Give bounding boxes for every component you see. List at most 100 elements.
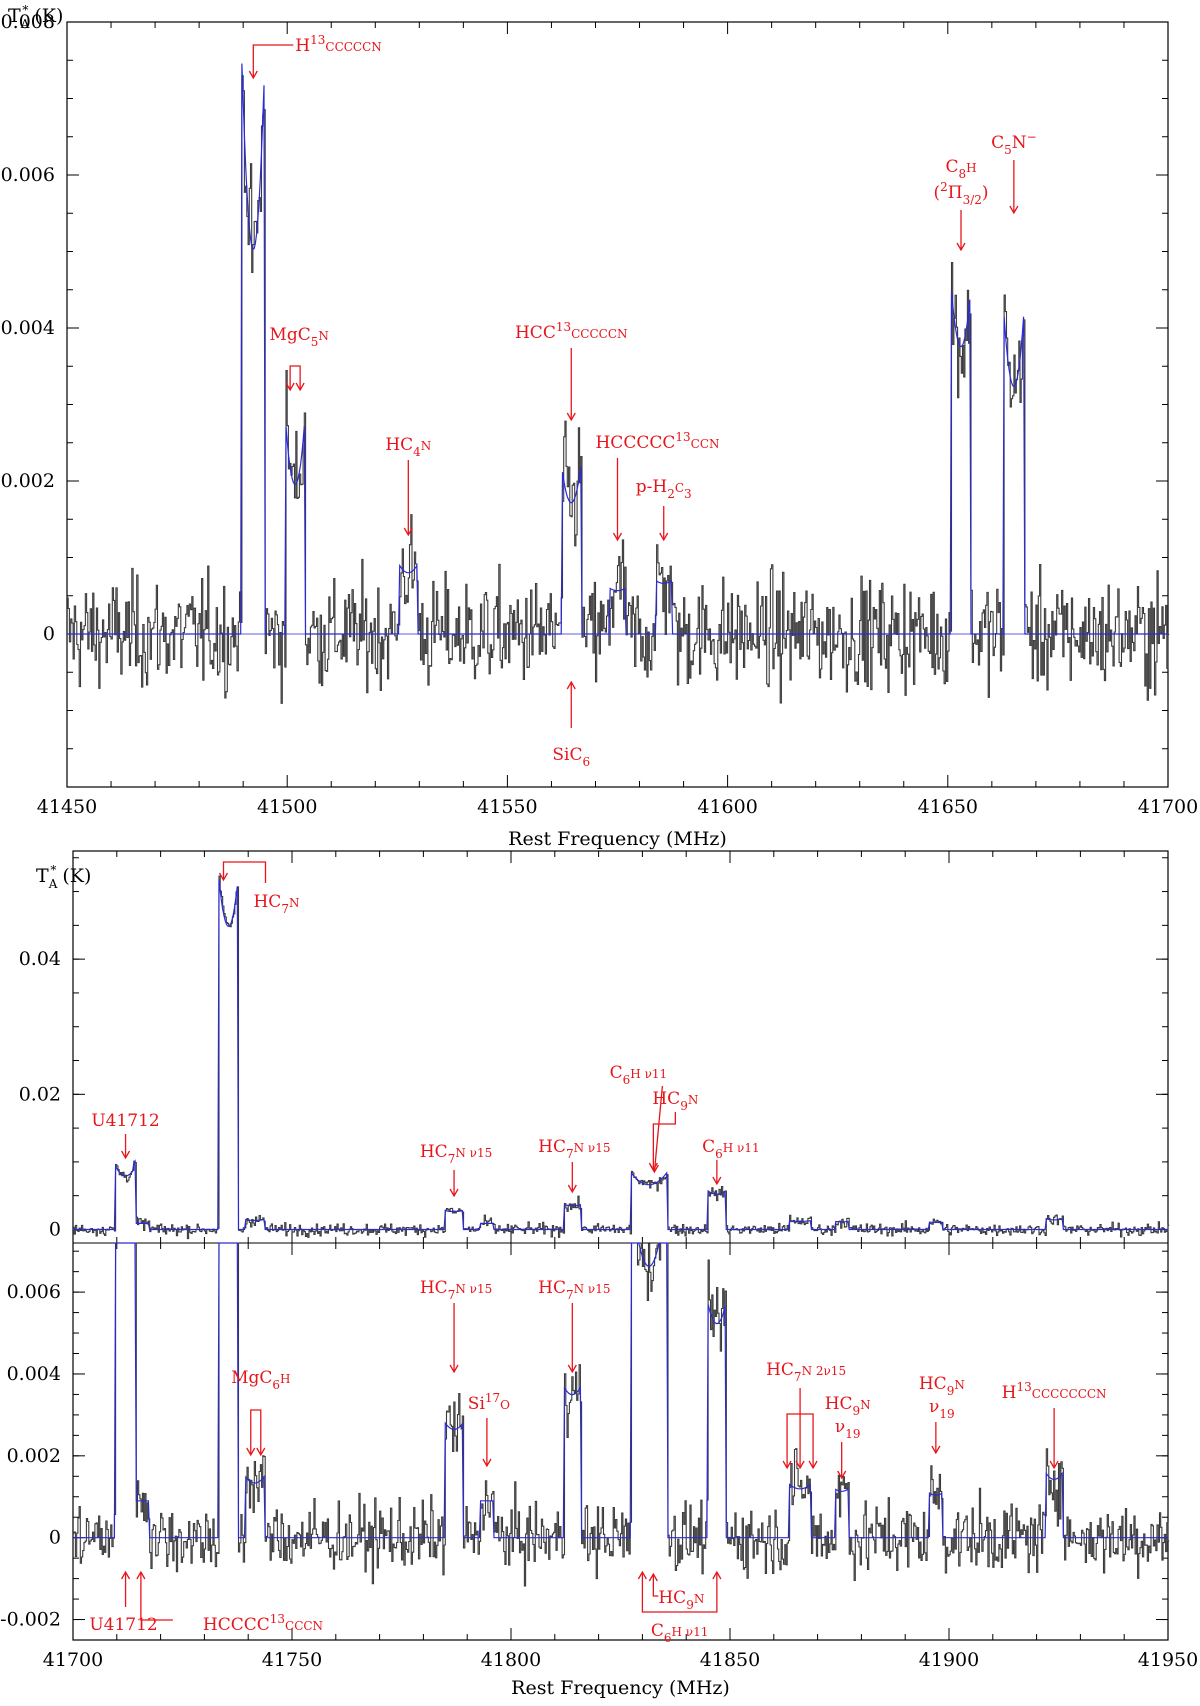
ann-blo-11-label: C6H ν11 [651,1621,709,1645]
blo-xtick-label: 41800 [481,1649,541,1671]
blo-xtick-label: 41700 [43,1649,103,1671]
ann-blo-10-line [652,1574,659,1597]
ann-blo-10-head [648,1572,658,1582]
blo-xtick-label: 41750 [262,1649,322,1671]
ann-top-4-label: HCCCCC13CCN [595,430,719,453]
ann-blo-4-head-0 [782,1460,792,1470]
ann-top-1-label: MgC5N [269,325,328,349]
blo-ytick-label: 0.006 [7,1281,61,1303]
blo-xtick-label: 41900 [919,1649,979,1671]
top-xtick-label: 41650 [918,796,978,818]
ann-bup-2-label: HC7N ν15 [420,1142,492,1166]
ann-bup-3-label: HC7N ν15 [538,1137,610,1161]
ann-top-0-line [252,44,294,78]
ann-blo-0-label: HC7N ν15 [420,1278,492,1302]
bottom-xlabel: Rest Frequency (MHz) [511,1677,730,1699]
ann-top-4-arrow-head [612,532,623,542]
ann-blo-2-label: MgC6H [231,1368,290,1392]
ann-blo-3-label: Si17O [468,1391,510,1414]
blo-ytick-label: -0.002 [0,1609,61,1631]
ann-blo-1-label: HC7N ν15 [538,1278,610,1302]
top-xtick-label: 41600 [697,796,757,818]
blo-observed-spectrum [73,1242,1170,1587]
blo-xtick-label: 41850 [700,1649,760,1671]
ann-top-1-head-a [285,382,295,392]
ann-blo-5-arrow-head [837,1470,847,1480]
blo-ytick-label: 0.002 [7,1445,61,1467]
ann-blo-2-head-a [246,1447,256,1457]
ann-top-6-label2: (2Π3/2) [933,180,988,207]
ann-top-3-arrow-head [566,412,576,422]
ann-bup-1-head [218,872,229,882]
top-ylabel: TA* (K) [8,3,63,31]
ann-top-6-arrow-head [956,242,966,252]
ann-blo-2-head-b [256,1447,266,1457]
ann-blo-7-arrow-head [1049,1460,1059,1470]
blo-xtick-label: 41950 [1138,1649,1198,1671]
ann-bup-6-label: C6H ν11 [702,1137,760,1161]
ann-blo-8-arrow-head [120,1570,131,1580]
ann-top-2-arrow-head [403,527,413,537]
top-xtick-label: 41550 [477,796,537,818]
ann-blo-9-line [140,1572,173,1621]
ann-bup-6-arrow-head [712,1176,722,1186]
top-xtick-label: 41450 [37,796,97,818]
bup-ytick-label: 0.02 [19,1083,61,1105]
ann-blo-4-label: HC7N 2ν15 [766,1360,846,1384]
ann-blo-6-arrow-head [931,1445,941,1455]
top-ytick-label: 0.004 [1,317,55,339]
ann-top-1-bracket [289,365,301,390]
ann-blo-0-arrow-head [449,1364,459,1374]
ann-blo-5-label: HC9N [825,1394,871,1418]
top-xtick-label: 41500 [257,796,317,818]
top-observed-spectrum [67,75,1170,704]
ann-bup-5-head [648,1162,658,1172]
blo-ytick-label: 0.004 [7,1363,61,1385]
ann-bup-3-arrow-head [567,1184,577,1194]
ann-top-5-arrow-head [659,532,669,542]
ann-bup-2-arrow-head [449,1188,459,1198]
top-ytick-label: 0.002 [1,470,55,492]
top-ytick-label: 0 [43,623,55,645]
ann-blo-1-arrow-head [567,1364,577,1374]
top-xtick-label: 41700 [1138,796,1198,818]
ann-top-0-label: H13CCCCCN [295,33,382,56]
ann-blo-6-label2: ν19 [929,1397,955,1421]
ann-bup-4-arrow [653,1085,664,1173]
ann-top-0-head [248,70,258,80]
ann-bup-1-line [222,861,267,883]
ann-top-3-label: HCC13CCCCCN [515,320,628,343]
top-ytick-label: 0.008 [1,11,55,33]
ann-blo-3-arrow-head [482,1458,492,1468]
bup-observed-spectrum [73,875,1170,1240]
ann-blo-7-label: H13CCCCCCCN [1002,1380,1107,1403]
ann-bup-5-label: HC9N [652,1089,698,1113]
ann-top-6-label: C8H [945,157,976,181]
top-ytick-label: 0.006 [1,164,55,186]
ann-blo-4-head-2 [808,1460,818,1470]
top-xlabel: Rest Frequency (MHz) [508,828,727,850]
ann-bup-5-line [652,1112,676,1170]
ann-bup-0-arrow-head [120,1150,131,1160]
ann-blo-10-label: HC9N [658,1588,704,1612]
ann-blo-9-head [136,1570,146,1580]
ann-bup-0-label: U41712 [91,1111,159,1131]
ann-bup-1-label: HC7N [253,892,299,916]
ann-top-1-head-b [295,382,305,392]
ann-top-7-label: C5N− [991,130,1037,157]
ann-blo-9-label: HCCCC13CCCN [203,1612,323,1635]
ann-blo-11-bracket [641,1572,718,1613]
ann-blo-5-label2: ν19 [835,1417,861,1441]
bup-ytick-label: 0.04 [19,948,61,970]
ann-bup-4-label: C6H ν11 [610,1063,668,1087]
ann-top-8-label: SiC6 [552,745,590,769]
ann-blo-4-head-1 [795,1460,805,1470]
ann-blo-11-head-a [637,1570,647,1580]
ann-blo-6-label: HC9N [919,1374,965,1398]
ann-blo-11-head-b [712,1570,722,1580]
ann-top-5-label: p-H2C3 [636,477,692,501]
ann-blo-8-label: U41712 [89,1615,157,1635]
ann-top-7-arrow-head [1009,205,1019,215]
